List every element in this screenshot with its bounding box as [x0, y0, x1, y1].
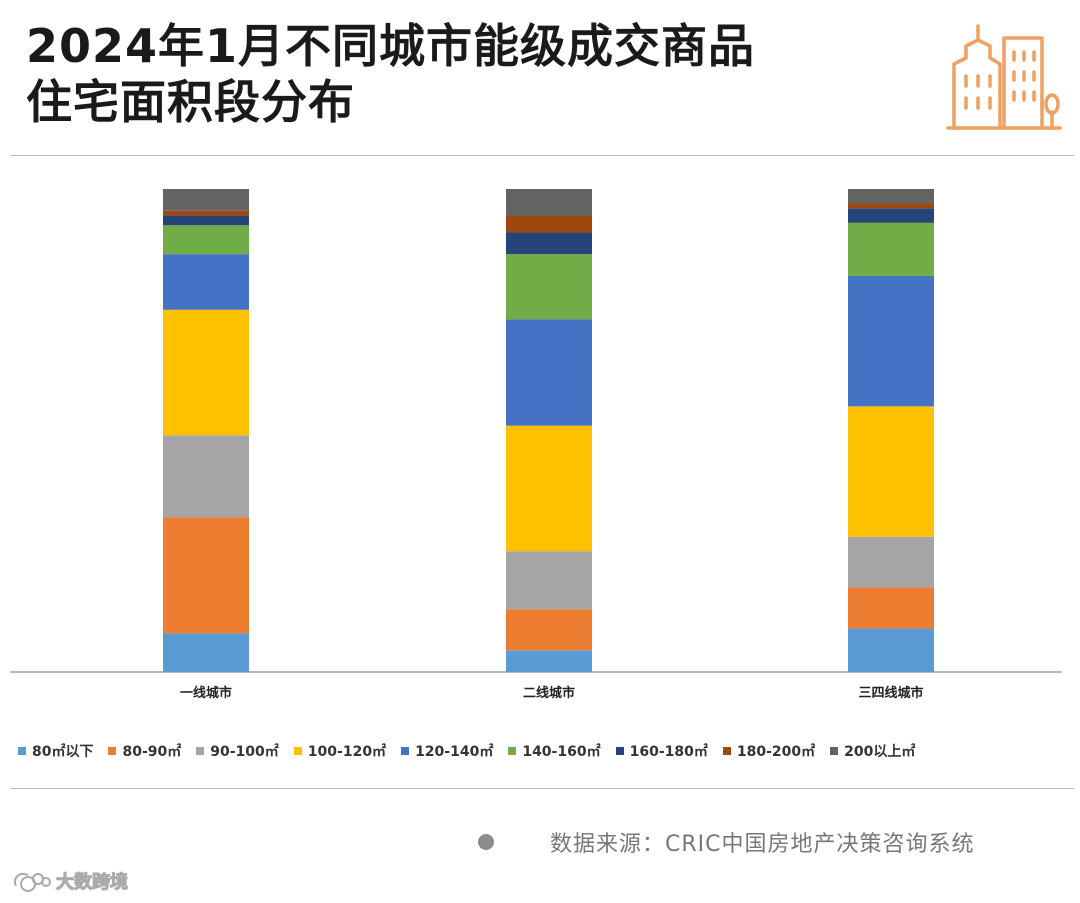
bottom-divider: [10, 788, 1074, 789]
legend-label: 200以上㎡: [844, 744, 916, 760]
bar-segment-0-7: [163, 210, 249, 216]
bars-group: [163, 189, 934, 672]
source-note: 数据来源：CRIC中国房地产决策咨询系统: [478, 826, 975, 858]
top-divider: [10, 155, 1074, 156]
legend-item: 160-180㎡: [615, 741, 708, 761]
legend-label: 160-180㎡: [629, 744, 708, 760]
bar-segment-1-0: [506, 650, 592, 672]
legend-swatch: [401, 747, 410, 755]
city-buildings-icon: [946, 24, 1062, 130]
title-line-2: 住宅面积段分布: [26, 75, 355, 129]
legend-swatch: [722, 747, 731, 755]
bar-segment-1-3: [506, 425, 592, 552]
bar-segment-1-8: [506, 189, 592, 216]
bar-segment-2-6: [848, 208, 934, 223]
legend-label: 80-90㎡: [122, 744, 182, 760]
bar-segment-2-7: [848, 203, 934, 209]
x-tick-label: 一线城市: [180, 685, 232, 701]
bar-segment-0-8: [163, 189, 249, 211]
bar-segment-1-4: [506, 319, 592, 426]
legend-label: 180-200㎡: [736, 744, 816, 760]
bar-segment-2-4: [848, 275, 934, 407]
bar-segment-1-1: [506, 609, 592, 651]
x-tick-labels: 一线城市 二线城市 三四线城市: [180, 685, 924, 701]
legend-swatch: [615, 747, 624, 755]
bar-segment-0-0: [163, 633, 249, 672]
legend-swatch: [108, 747, 117, 755]
bar-segment-2-5: [848, 222, 934, 276]
legend-item: 80㎡以下: [18, 741, 93, 761]
x-tick-label: 三四线城市: [858, 685, 923, 701]
legend-item: 200以上㎡: [830, 741, 915, 761]
bar-segment-0-3: [163, 309, 249, 436]
title-line-1: 2024年1月不同城市能级成交商品: [26, 19, 756, 73]
bar-segment-0-1: [163, 517, 249, 634]
legend-swatch: [830, 747, 839, 755]
legend-item: 120-140㎡: [401, 741, 493, 761]
bar-segment-1-5: [506, 254, 592, 320]
legend-swatch: [508, 747, 517, 755]
legend-label: 80㎡以下: [32, 744, 94, 760]
x-tick-label: 二线城市: [523, 685, 575, 701]
dot-icon: [478, 834, 494, 850]
bar-segment-2-8: [848, 189, 934, 204]
bar-segment-0-5: [163, 225, 249, 255]
bar-segment-2-0: [848, 628, 934, 672]
footer-watermark: 大数跨境: [10, 864, 129, 898]
legend-label: 90-100㎡: [210, 744, 279, 760]
bar-segment-0-2: [163, 435, 249, 518]
legend-swatch: [196, 747, 205, 755]
bar-segment-2-2: [848, 536, 934, 588]
bar-segment-0-4: [163, 254, 249, 310]
bar-segment-1-7: [506, 215, 592, 233]
legend-item: 100-120㎡: [293, 741, 387, 761]
legend-label: 120-140㎡: [415, 744, 494, 760]
chart-legend: 80㎡以下 80-90㎡ 90-100㎡ 100-120㎡ 120-140㎡ 140-16…: [18, 738, 1068, 764]
legend-swatch: [293, 747, 302, 755]
bar-segment-0-6: [163, 215, 249, 226]
legend-label: 100-120㎡: [307, 744, 387, 760]
legend-item: 80-90㎡: [108, 741, 181, 761]
watermark-text: 大数跨境: [56, 872, 129, 894]
legend-item: 180-200㎡: [722, 741, 816, 761]
chart-title: 2024年1月不同城市能级成交商品 住宅面积段分布: [26, 18, 906, 130]
bar-segment-2-3: [848, 406, 934, 537]
legend-item: 90-100㎡: [196, 741, 279, 761]
bar-segment-2-1: [848, 587, 934, 629]
bar-segment-1-6: [506, 232, 592, 255]
stacked-bar-chart: 一线城市 二线城市 三四线城市: [10, 189, 1062, 701]
bar-segment-1-2: [506, 551, 592, 610]
weibo-logo-icon: [14, 872, 51, 892]
source-text: 数据来源：CRIC中国房地产决策咨询系统: [550, 832, 975, 857]
legend-label: 140-160㎡: [522, 744, 601, 760]
legend-swatch: [18, 747, 26, 755]
legend-item: 140-160㎡: [508, 741, 601, 761]
